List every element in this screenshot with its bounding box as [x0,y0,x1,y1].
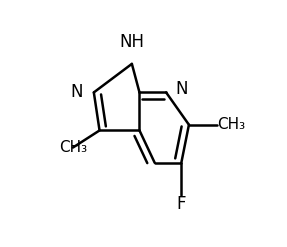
Text: CH₃: CH₃ [218,117,246,132]
Text: N: N [70,83,82,102]
Text: N: N [176,80,188,98]
Text: NH: NH [119,33,144,51]
Text: F: F [177,195,186,213]
Text: CH₃: CH₃ [59,140,87,155]
